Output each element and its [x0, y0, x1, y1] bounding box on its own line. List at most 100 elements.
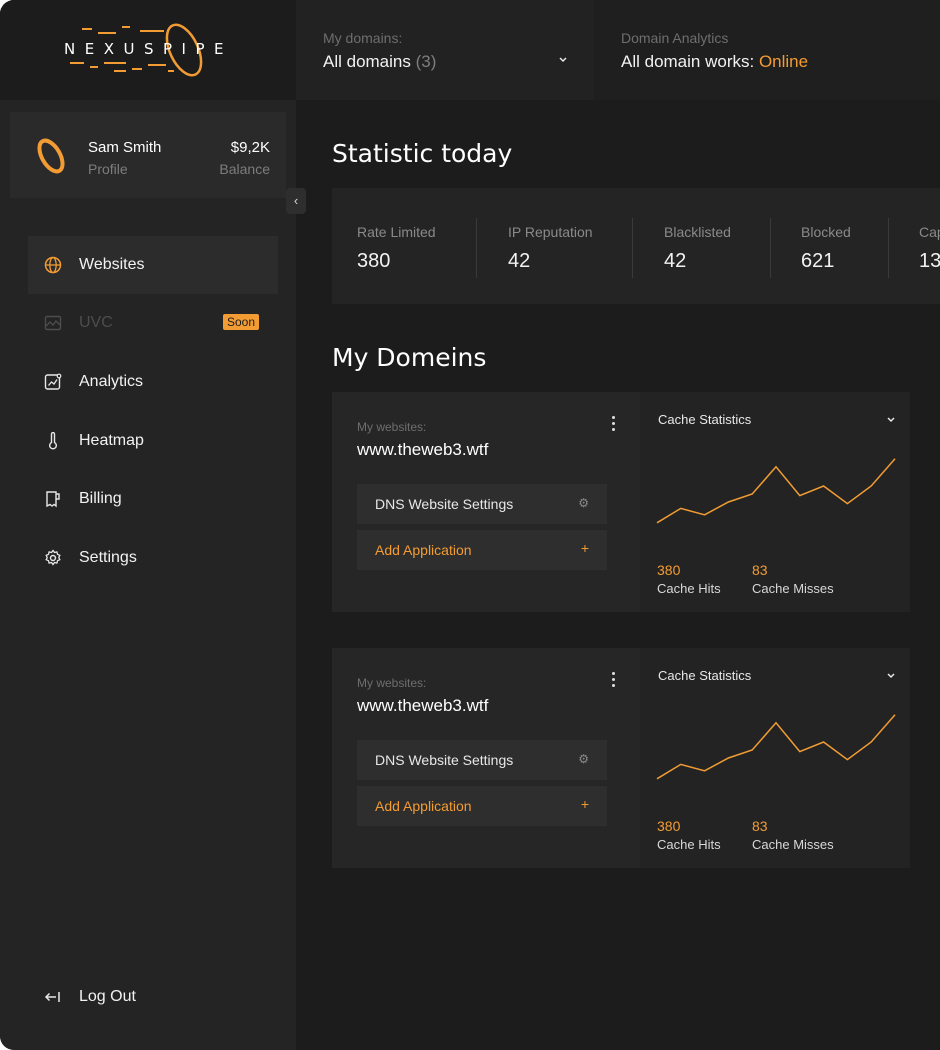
globe-icon: [44, 256, 62, 274]
cache-series-line: [656, 458, 896, 524]
chevron-down-icon: [559, 57, 567, 63]
domains-title: My Domeins: [332, 343, 487, 372]
soon-badge: Soon: [223, 314, 260, 330]
logout-label: Log Out: [79, 988, 136, 1005]
statistic-title: Statistic today: [332, 139, 513, 168]
stat-value: 42: [508, 250, 531, 272]
cache-misses-value: 83: [752, 562, 768, 578]
chevron-down-icon[interactable]: [886, 672, 896, 680]
stat-value: 13: [919, 250, 940, 272]
cache-misses-label: Cache Misses: [752, 581, 834, 596]
profile-card[interactable]: Sam Smith Profile $9,2K Balance: [10, 112, 286, 198]
sidebar-item-settings[interactable]: Settings: [28, 529, 278, 587]
stat-label: Rate Limited: [357, 224, 436, 240]
stat-ip-reputation: IP Reputation 42: [508, 214, 593, 278]
avatar: [37, 138, 65, 174]
stat-blocked: Blocked 621: [801, 214, 851, 278]
cache-hits-metric: 380 Cache Hits: [657, 562, 721, 596]
stat-value: 380: [357, 250, 391, 272]
profile-subtitle: Profile: [88, 161, 128, 177]
chevron-down-icon[interactable]: [886, 416, 896, 424]
plus-icon: +: [580, 540, 589, 556]
dns-settings-label: DNS Website Settings: [375, 752, 514, 768]
more-options-icon[interactable]: [608, 672, 618, 692]
gear-icon: ⚙: [578, 752, 589, 766]
cache-statistics-card: Cache Statistics 380 Cache Hits 83 Cache…: [640, 648, 910, 868]
add-application-button[interactable]: Add Application +: [357, 530, 607, 570]
cache-misses-metric: 83 Cache Misses: [752, 562, 834, 596]
sidebar-item-label: Heatmap: [79, 432, 144, 449]
analytics-label: Domain Analytics: [621, 30, 729, 46]
cache-misses-metric: 83 Cache Misses: [752, 818, 834, 852]
domains-selector[interactable]: My domains: All domains (3): [296, 0, 594, 100]
stat-label: Cap: [919, 224, 940, 240]
sidebar-item-uvc: UVC Soon: [28, 294, 278, 352]
chart-title: Cache Statistics: [658, 412, 752, 427]
cache-hits-value: 380: [657, 562, 681, 578]
cache-hits-metric: 380 Cache Hits: [657, 818, 721, 852]
stats-panel: Rate Limited 380 IP Reputation 42 Blackl…: [332, 188, 940, 304]
stat-cap: Cap 13: [919, 214, 940, 278]
domains-label: My domains:: [323, 30, 403, 46]
sidebar-item-label: Websites: [79, 256, 145, 273]
domain-card: My websites: www.theweb3.wtf DNS Website…: [332, 648, 640, 868]
divider: [770, 218, 771, 278]
status-badge: Online: [758, 52, 809, 71]
collapse-sidebar-button[interactable]: ‹: [286, 188, 306, 214]
cache-line-chart: [656, 714, 896, 780]
add-application-label: Add Application: [375, 798, 472, 814]
domains-value: All domains (3): [323, 52, 436, 72]
plus-icon: +: [580, 796, 589, 812]
domain-url[interactable]: www.theweb3.wtf: [357, 696, 489, 715]
more-options-icon[interactable]: [608, 416, 618, 436]
dns-settings-button[interactable]: DNS Website Settings ⚙: [357, 484, 607, 524]
sidebar-item-websites[interactable]: Websites: [28, 236, 278, 294]
sidebar-item-analytics[interactable]: Analytics: [28, 353, 278, 411]
analytics-value-text: All domain works:: [621, 52, 755, 71]
sidebar-item-label: Settings: [79, 549, 137, 566]
cache-misses-label: Cache Misses: [752, 837, 834, 852]
divider: [632, 218, 633, 278]
cache-statistics-card: Cache Statistics 380 Cache Hits 83 Cache…: [640, 392, 910, 612]
stat-value: 42: [664, 250, 687, 272]
balance-value: $9,2K: [230, 139, 270, 156]
domain-sub-label: My websites:: [357, 420, 427, 434]
sidebar-item-billing[interactable]: Billing: [28, 470, 278, 528]
gear-icon: [45, 549, 61, 566]
domains-count: (3): [415, 52, 437, 71]
image-icon: [44, 315, 62, 331]
stat-value: 621: [801, 250, 835, 272]
chevron-left-icon: ‹: [293, 193, 299, 208]
sidebar-item-heatmap[interactable]: Heatmap: [28, 412, 278, 470]
stat-rate-limited: Rate Limited 380: [357, 214, 436, 278]
billing-icon: [46, 491, 60, 508]
analytics-value: All domain works: Online: [621, 52, 808, 72]
divider: [888, 218, 889, 278]
brand-name: NEXUSPIPE: [64, 40, 233, 58]
dns-settings-button[interactable]: DNS Website Settings ⚙: [357, 740, 607, 780]
stat-label: IP Reputation: [508, 224, 593, 240]
cache-hits-label: Cache Hits: [657, 837, 721, 852]
dns-settings-label: DNS Website Settings: [375, 496, 514, 512]
chart-title: Cache Statistics: [658, 668, 752, 683]
gear-icon: ⚙: [578, 496, 589, 510]
divider: [476, 218, 477, 278]
profile-name: Sam Smith: [88, 139, 162, 156]
logout-button[interactable]: Log Out: [28, 968, 278, 1026]
domains-value-text: All domains: [323, 52, 411, 71]
domain-url[interactable]: www.theweb3.wtf: [357, 440, 489, 459]
cache-line-chart: [656, 458, 896, 524]
add-application-button[interactable]: Add Application +: [357, 786, 607, 826]
domain-card: My websites: www.theweb3.wtf DNS Website…: [332, 392, 640, 612]
domain-analytics: Domain Analytics All domain works: Onlin…: [594, 0, 940, 100]
sidebar-item-label: Billing: [79, 490, 122, 507]
logout-icon: [44, 992, 60, 1002]
stat-blacklisted: Blacklisted 42: [664, 214, 731, 278]
cache-hits-label: Cache Hits: [657, 581, 721, 596]
balance-label: Balance: [219, 161, 270, 177]
thermometer-icon: [49, 432, 57, 450]
sidebar-item-label: Analytics: [79, 373, 144, 390]
add-application-label: Add Application: [375, 542, 472, 558]
cache-hits-value: 380: [657, 818, 681, 834]
